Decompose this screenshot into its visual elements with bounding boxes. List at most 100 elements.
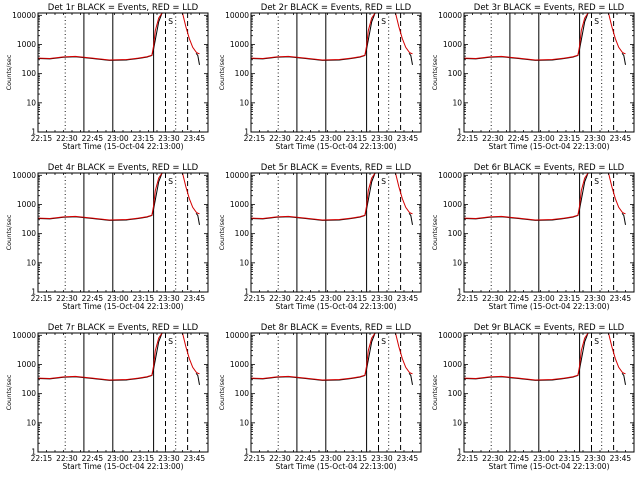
y-tick-label: 10000	[225, 11, 249, 20]
y-tick-label: 10	[452, 98, 462, 107]
y-axis-label: Counts/sec	[431, 374, 439, 410]
series-line-2	[38, 13, 163, 61]
series-line-4	[408, 372, 413, 385]
x-tick-label: 23:45	[610, 454, 632, 463]
series-line-2	[38, 173, 163, 221]
series-line-4	[195, 52, 200, 65]
x-tick-label: 23:15	[346, 134, 368, 143]
x-tick-label: 23:00	[533, 134, 555, 143]
y-tick-label: 1	[31, 128, 36, 137]
x-tick-label: 22:15	[457, 134, 479, 143]
y-tick-label: 10	[239, 418, 249, 427]
series-line-1	[251, 13, 377, 61]
plot-frame	[250, 332, 422, 453]
saa-annotation: S	[168, 337, 173, 346]
chart-panel-8: Det 8r BLACK = Events, RED = LLD S 1 10 100 1…	[218, 323, 422, 471]
series-line-4	[621, 212, 626, 225]
series-line-2	[464, 333, 589, 381]
x-tick-label: 23:15	[133, 294, 155, 303]
y-tick-label: 10000	[438, 331, 462, 340]
y-axis-label: Counts/sec	[431, 214, 439, 250]
y-tick-label: 100	[448, 389, 463, 398]
y-tick-label: 10	[26, 258, 36, 267]
x-tick-label: 22:45	[295, 294, 317, 303]
chart-title: Det 2r BLACK = Events, RED = LLD	[261, 3, 412, 13]
y-axis-label: Counts/sec	[218, 374, 226, 410]
x-tick-label: 22:45	[82, 454, 104, 463]
y-tick-label: 100	[22, 229, 37, 238]
x-axis-label: Start Time (15-Oct-04 22:13:00)	[275, 302, 396, 311]
x-tick-label: 22:30	[269, 294, 291, 303]
x-axis-label: Start Time (15-Oct-04 22:13:00)	[275, 462, 396, 471]
y-tick-label: 10000	[438, 11, 462, 20]
plot-frame	[463, 172, 635, 293]
x-tick-label: 23:00	[533, 454, 555, 463]
series-line-1	[38, 173, 164, 221]
series-line-4	[408, 52, 413, 65]
x-tick-label: 23:45	[610, 294, 632, 303]
y-tick-label: 1000	[17, 200, 36, 209]
series-line-3	[182, 173, 200, 215]
saa-annotation: S	[168, 17, 173, 26]
plot-frame	[250, 12, 422, 133]
x-tick-label: 22:45	[508, 294, 530, 303]
y-tick-label: 10000	[12, 11, 36, 20]
chart-panel-9: Det 9r BLACK = Events, RED = LLD S 1 10 100 1…	[431, 323, 635, 471]
x-axis-label: Start Time (15-Oct-04 22:13:00)	[275, 142, 396, 151]
x-tick-label: 23:45	[184, 134, 206, 143]
x-tick-label: 23:30	[371, 134, 393, 143]
y-tick-label: 10	[26, 98, 36, 107]
x-tick-label: 22:45	[508, 134, 530, 143]
series-line-2	[251, 173, 376, 221]
x-axis-label: Start Time (15-Oct-04 22:13:00)	[488, 142, 609, 151]
x-tick-label: 22:45	[82, 294, 104, 303]
saa-annotation: S	[381, 337, 386, 346]
y-tick-label: 10000	[12, 171, 36, 180]
chart-title: Det 1r BLACK = Events, RED = LLD	[48, 3, 199, 13]
x-tick-label: 23:00	[320, 294, 342, 303]
x-axis-label: Start Time (15-Oct-04 22:13:00)	[62, 302, 183, 311]
x-tick-label: 23:00	[107, 294, 129, 303]
series-line-4	[195, 372, 200, 385]
plot-frame	[463, 12, 635, 133]
y-axis-label: Counts/sec	[218, 214, 226, 250]
plot-frame	[37, 12, 209, 133]
chart-panel-1: Det 1r BLACK = Events, RED = LLD S 1 10 100 1…	[5, 3, 209, 151]
x-tick-label: 22:15	[31, 454, 53, 463]
y-tick-label: 1000	[230, 360, 249, 369]
x-tick-label: 22:15	[244, 454, 266, 463]
chart-title: Det 3r BLACK = Events, RED = LLD	[474, 3, 625, 13]
x-tick-label: 22:30	[482, 294, 504, 303]
x-tick-label: 23:45	[184, 454, 206, 463]
x-axis-label: Start Time (15-Oct-04 22:13:00)	[62, 142, 183, 151]
y-tick-label: 100	[235, 389, 250, 398]
series-line-3	[395, 13, 413, 55]
series-line-3	[608, 173, 626, 215]
x-tick-label: 22:30	[269, 134, 291, 143]
y-tick-label: 1	[244, 288, 249, 297]
x-tick-label: 23:45	[397, 454, 419, 463]
chart-panel-5: Det 5r BLACK = Events, RED = LLD S 1 10 100 1…	[218, 163, 422, 311]
x-tick-label: 22:30	[269, 454, 291, 463]
chart-title: Det 9r BLACK = Events, RED = LLD	[474, 323, 625, 333]
y-tick-label: 1	[31, 448, 36, 457]
x-tick-label: 22:15	[31, 134, 53, 143]
chart-title: Det 8r BLACK = Events, RED = LLD	[261, 323, 412, 333]
x-tick-label: 22:45	[508, 454, 530, 463]
y-axis-label: Counts/sec	[5, 374, 13, 410]
y-tick-label: 100	[22, 69, 37, 78]
series-line-2	[251, 13, 376, 61]
chart-title: Det 6r BLACK = Events, RED = LLD	[474, 163, 625, 173]
x-tick-label: 23:30	[584, 294, 606, 303]
y-axis-label: Counts/sec	[5, 214, 13, 250]
saa-annotation: S	[594, 17, 599, 26]
plot-frame	[250, 172, 422, 293]
plot-frame	[463, 332, 635, 453]
x-tick-label: 23:45	[184, 294, 206, 303]
y-tick-label: 10	[452, 418, 462, 427]
chart-panel-7: Det 7r BLACK = Events, RED = LLD S 1 10 100 1…	[5, 323, 209, 471]
chart-panel-6: Det 6r BLACK = Events, RED = LLD S 1 10 100 1…	[431, 163, 635, 311]
x-tick-label: 23:30	[158, 294, 180, 303]
x-tick-label: 23:30	[584, 134, 606, 143]
